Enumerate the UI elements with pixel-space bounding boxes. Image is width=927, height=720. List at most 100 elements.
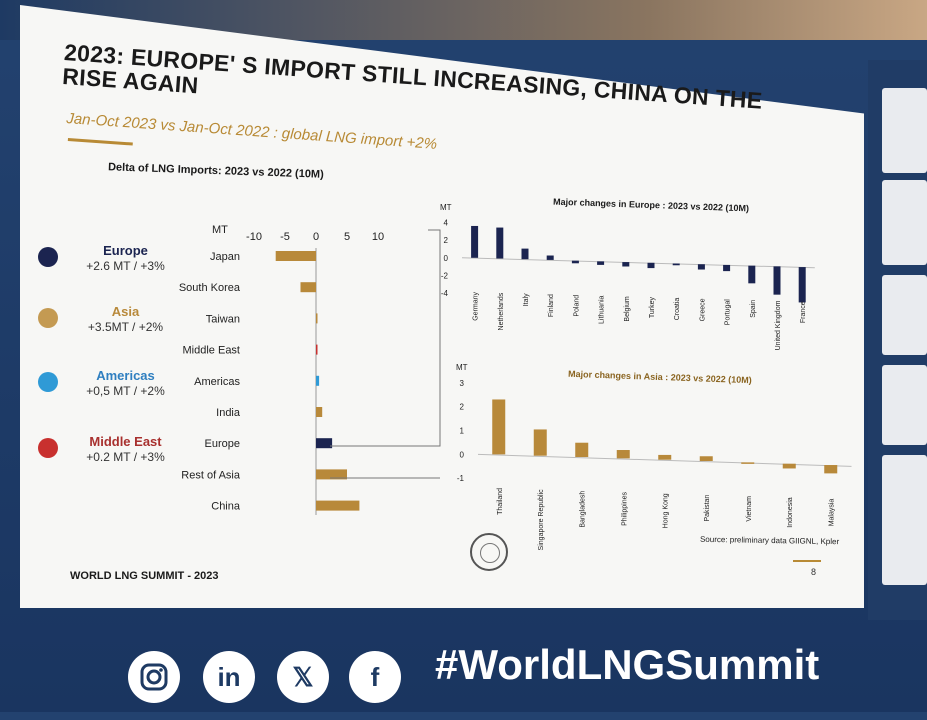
region-value: +3.5MT / +2%	[87, 320, 164, 334]
europe-bar	[471, 225, 479, 258]
side-tile	[882, 455, 927, 585]
europe-category-label: Finland	[548, 294, 555, 317]
region-value: +0,5 MT / +2%	[86, 384, 165, 398]
europe-bar	[773, 266, 781, 295]
delta-bar	[316, 438, 333, 449]
middle-east-dot	[38, 438, 58, 458]
region-name: Americas	[96, 368, 155, 383]
delta-category-label: Taiwan	[206, 313, 240, 325]
europe-category-label: Portugal	[725, 299, 732, 326]
europe-bar	[622, 262, 630, 267]
europe-category-label: Turkey	[649, 297, 656, 319]
slide	[20, 5, 864, 608]
europe-y-tick: -2	[441, 271, 449, 280]
europe-category-label: Belgium	[624, 296, 631, 321]
asia-dot	[38, 308, 58, 328]
side-tile	[882, 180, 927, 265]
delta-bar	[316, 469, 347, 480]
side-tile	[882, 275, 927, 355]
delta-x-tick: -10	[246, 231, 262, 243]
europe-y-tick: 0	[444, 254, 449, 263]
asia-category-label: Malaysia	[829, 499, 836, 527]
asia-y-tick: 3	[460, 379, 465, 388]
europe-y-tick: 2	[444, 236, 449, 245]
europe-bar	[496, 227, 504, 259]
hashtag: #WorldLNGSummit	[435, 641, 820, 688]
page-rule	[793, 560, 821, 562]
europe-category-label: Greece	[699, 298, 706, 321]
delta-bar	[316, 375, 320, 386]
asia-bar	[492, 399, 506, 455]
asia-bar	[658, 454, 672, 460]
delta-bar	[316, 407, 323, 417]
delta-x-tick: 10	[372, 231, 384, 243]
europe-zero-line	[461, 257, 815, 269]
delta-category-label: Europe	[205, 438, 240, 450]
europe-bar	[571, 260, 579, 264]
delta-bar	[275, 251, 316, 261]
europe-category-label: Spain	[750, 300, 757, 318]
europe-bar	[546, 255, 554, 260]
americas-dot	[38, 372, 58, 392]
europe-unit-label: MT	[440, 203, 452, 212]
region-value: +2.6 MT / +3%	[86, 259, 165, 273]
europe-dot	[38, 247, 58, 267]
europe-category-label: Lithuania	[599, 295, 606, 324]
europe-y-tick: 4	[444, 218, 449, 227]
europe-category-label: Poland	[573, 295, 580, 317]
asia-category-label: Indonesia	[787, 497, 794, 527]
europe-bar	[647, 262, 655, 269]
asia-category-label: Vietnam	[746, 496, 753, 522]
europe-bar	[597, 261, 605, 265]
asia-y-tick: 0	[460, 450, 465, 459]
region-name: Europe	[103, 243, 148, 258]
asia-bar	[533, 429, 547, 456]
linkedin-icon[interactable]: in	[203, 651, 255, 703]
delta-bar	[300, 282, 316, 293]
asia-bar	[824, 465, 838, 474]
delta-x-tick: 5	[344, 231, 350, 243]
europe-bar	[672, 263, 680, 266]
europe-category-label: Germany	[473, 292, 480, 321]
instagram-icon[interactable]	[128, 651, 180, 703]
europe-category-label: France	[800, 301, 807, 323]
asia-category-label: Pakistan	[704, 495, 711, 522]
asia-bar	[782, 463, 796, 469]
asia-category-label: Philippines	[621, 492, 628, 526]
europe-bar	[748, 265, 756, 284]
facebook-icon[interactable]: f	[349, 651, 401, 703]
europe-connector	[330, 229, 441, 447]
delta-bar	[316, 500, 360, 511]
asia-category-label: Bangladesh	[580, 491, 587, 528]
giignl-logo	[470, 533, 508, 571]
europe-y-tick: -4	[441, 289, 449, 298]
delta-category-label: China	[211, 501, 241, 513]
delta-bar	[316, 313, 318, 324]
page-number: 8	[811, 567, 817, 577]
delta-category-label: South Korea	[179, 282, 241, 294]
europe-bar	[697, 264, 705, 270]
asia-y-tick: 2	[460, 403, 465, 412]
europe-category-label: Croatia	[674, 298, 681, 321]
europe-category-label: United Kingdom	[775, 300, 782, 350]
europe-bar	[723, 264, 731, 272]
delta-category-label: Middle East	[183, 345, 240, 357]
asia-bar	[575, 442, 589, 458]
delta-unit-label: MT	[212, 224, 228, 236]
europe-bar	[521, 248, 529, 260]
delta-x-tick: 0	[313, 231, 319, 243]
region-name: Asia	[111, 304, 140, 319]
side-tile	[882, 88, 927, 173]
europe-category-label: Netherlands	[498, 292, 505, 330]
asia-unit-label: MT	[456, 363, 468, 372]
asia-category-label: Thailand	[497, 488, 504, 515]
logo-inner	[480, 543, 500, 563]
delta-bar	[316, 344, 318, 355]
x-icon[interactable]: 𝕏	[277, 651, 329, 703]
delta-x-tick: -5	[280, 231, 290, 243]
side-tile	[882, 365, 927, 445]
region-value: +0.2 MT / +3%	[86, 450, 165, 464]
europe-category-label: Italy	[523, 293, 530, 306]
europe-bar	[798, 267, 806, 303]
asia-bar	[699, 456, 713, 462]
